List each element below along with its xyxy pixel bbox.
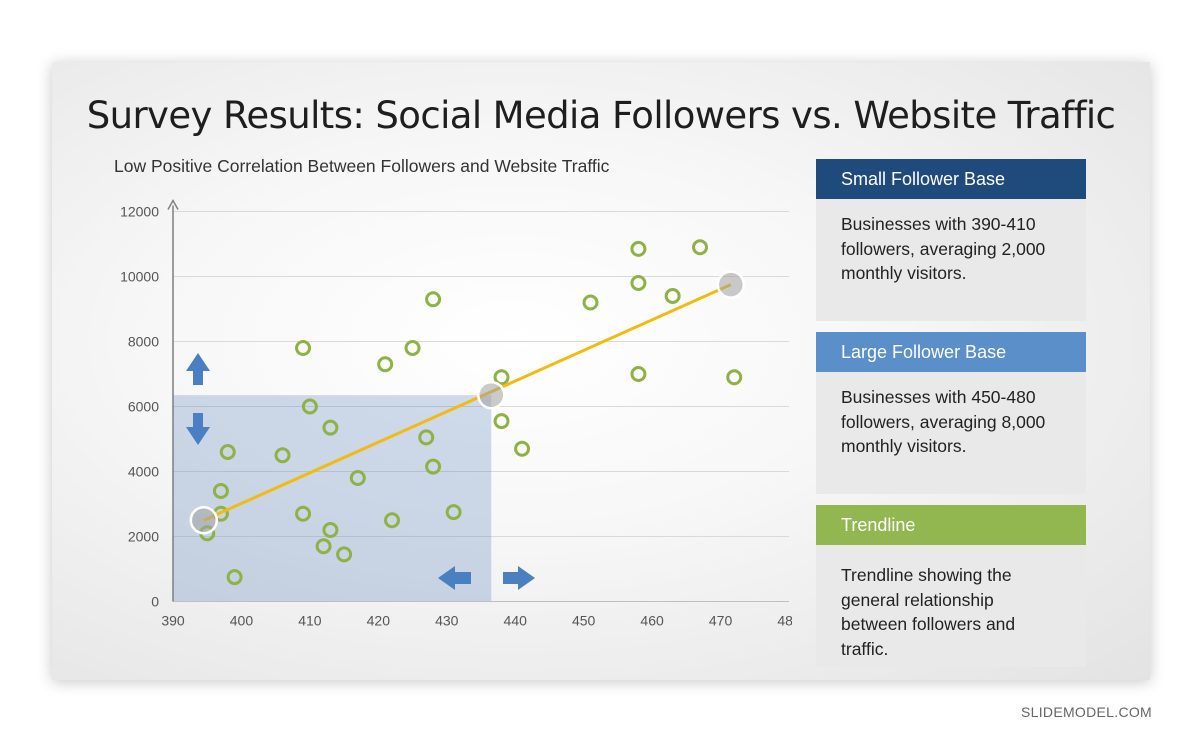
- data-point-29: [664, 288, 681, 304]
- y-tick-label-4000: 4000: [128, 464, 159, 480]
- data-point-23: [493, 413, 510, 430]
- data-point-25: [582, 294, 599, 311]
- x-tick-label-470: 470: [709, 613, 733, 629]
- x-tick-label-410: 410: [298, 613, 322, 629]
- large-follower-panel: Large Follower Base Businesses with 450-…: [816, 332, 1086, 494]
- data-point-15: [377, 356, 394, 373]
- data-point-6: [274, 447, 291, 464]
- data-point-19: [425, 458, 442, 475]
- data-point-8: [295, 505, 312, 522]
- y-tick-label-10000: 10000: [120, 269, 159, 285]
- arrow-up-icon: [186, 353, 210, 385]
- x-tick-label-460: 460: [640, 613, 664, 629]
- highlight-marker-1: [189, 506, 219, 535]
- data-point-12: [322, 419, 339, 436]
- y-tick-label-8000: 8000: [128, 334, 159, 350]
- highlight-marker-3: [716, 270, 746, 299]
- data-point-20: [425, 291, 442, 308]
- data-point-26: [630, 240, 647, 257]
- x-tick-label-430: 430: [435, 613, 459, 629]
- trendline-heading: Trendline: [816, 505, 1086, 545]
- highlight-marker-2: [477, 380, 506, 410]
- trendline-body: Trendline showing the general relationsh…: [816, 545, 1086, 667]
- small-follower-heading: Small Follower Base: [816, 159, 1086, 199]
- trendline: [203, 283, 732, 522]
- slide: Survey Results: Social Media Followers v…: [52, 62, 1150, 680]
- data-point-22: [493, 369, 510, 386]
- data-point-21: [445, 504, 462, 521]
- data-point-24: [514, 440, 531, 457]
- y-axis-arrowhead: [167, 198, 179, 210]
- y-tick-label-12000: 12000: [120, 204, 159, 220]
- data-point-18: [418, 429, 435, 446]
- large-follower-body: Businesses with 450-480 followers, avera…: [816, 372, 1086, 494]
- y-tick-label-6000: 6000: [128, 399, 159, 415]
- scatter-chart: 0 2000 4000 6000 8000 10000 12000 390 400 410 420 4…: [120, 198, 792, 629]
- data-point-10: [315, 538, 332, 555]
- arrow-right-icon: [503, 566, 535, 590]
- data-point-17: [404, 340, 421, 356]
- data-point-16: [384, 512, 401, 529]
- y-tick-label-0: 0: [151, 594, 159, 610]
- x-tick-label-400: 400: [230, 613, 254, 629]
- small-follower-body: Businesses with 390-410 followers, avera…: [816, 199, 1086, 321]
- data-point-31: [726, 369, 743, 386]
- x-tick-label-390: 390: [161, 613, 185, 629]
- small-follower-panel: Small Follower Base Businesses with 390-…: [816, 159, 1086, 321]
- x-tick-label-440: 440: [504, 613, 528, 629]
- data-point-14: [349, 470, 366, 486]
- trendline-panel: Trendline Trendline showing the general …: [816, 505, 1086, 667]
- arrow-down-icon: [186, 413, 210, 445]
- data-point-5: [226, 569, 243, 586]
- arrow-left-icon: [438, 566, 471, 590]
- y-tick-label-2000: 2000: [128, 529, 159, 545]
- x-tick-label-420: 420: [367, 613, 391, 629]
- chart-subtitle: Low Positive Correlation Between Followe…: [114, 156, 610, 176]
- slide-title: Survey Results: Social Media Followers v…: [86, 94, 1116, 137]
- data-point-11: [322, 522, 339, 538]
- highlight-region: [173, 395, 492, 602]
- data-point-30: [692, 239, 709, 256]
- x-tick-label-480: 480: [777, 613, 792, 629]
- data-point-27: [630, 275, 647, 291]
- data-point-7: [295, 340, 312, 356]
- data-point-9: [301, 398, 318, 415]
- data-point-4: [219, 444, 236, 460]
- data-point-28: [630, 366, 647, 382]
- data-point-13: [336, 546, 353, 563]
- large-follower-heading: Large Follower Base: [816, 332, 1086, 372]
- x-tick-label-450: 450: [572, 613, 596, 629]
- credit-text: SLIDEMODEL.COM: [1021, 704, 1152, 720]
- data-point-3: [212, 483, 229, 499]
